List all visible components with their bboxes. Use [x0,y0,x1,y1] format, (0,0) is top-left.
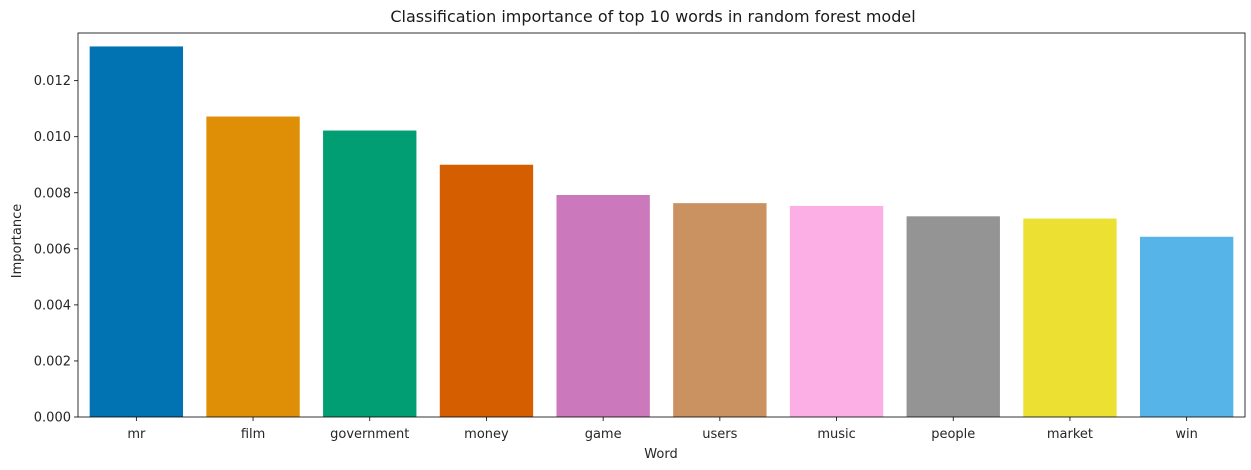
y-tick-label: 0.010 [34,130,71,145]
y-tick-label: 0.008 [34,186,71,201]
x-tick-label-people: people [931,427,975,442]
bar-government [323,130,417,417]
x-axis-ticks: mr film government money game users music peopl… [127,417,1198,442]
y-tick-label: 0.002 [34,354,71,369]
bar-mr [89,46,184,418]
y-tick-label: 0.006 [34,242,71,257]
x-tick-label-game: game [585,427,622,442]
bar-win [1139,236,1234,417]
y-tick-label: 0.000 [34,411,71,426]
y-tick-label: 0.004 [34,298,71,313]
bar-people [906,216,1000,417]
bars-layer [89,46,1234,418]
y-tick-label: 0.012 [34,74,71,89]
chart-title: Classification importance of top 10 word… [390,7,915,26]
x-tick-label-win: win [1175,427,1197,442]
y-axis-title: Importance [10,204,25,279]
bar-game [556,195,650,417]
plot-frame [77,32,1246,418]
x-tick-label-film: film [241,427,265,442]
bar-market [1023,218,1117,417]
x-tick-label-market: market [1047,427,1093,442]
x-tick-label-music: music [817,427,855,442]
x-tick-label-government: government [330,427,409,442]
bar-users [673,203,767,417]
x-tick-label-money: money [464,427,509,442]
bar-money [439,164,534,417]
y-axis-ticks: 0.000 0.002 0.004 0.006 0.008 0.010 0.012 [34,74,78,426]
bar-music [789,205,884,417]
x-tick-label-users: users [702,427,737,442]
bar-film [206,116,300,417]
x-axis-title: Word [644,447,677,462]
x-tick-label-mr: mr [127,427,146,442]
